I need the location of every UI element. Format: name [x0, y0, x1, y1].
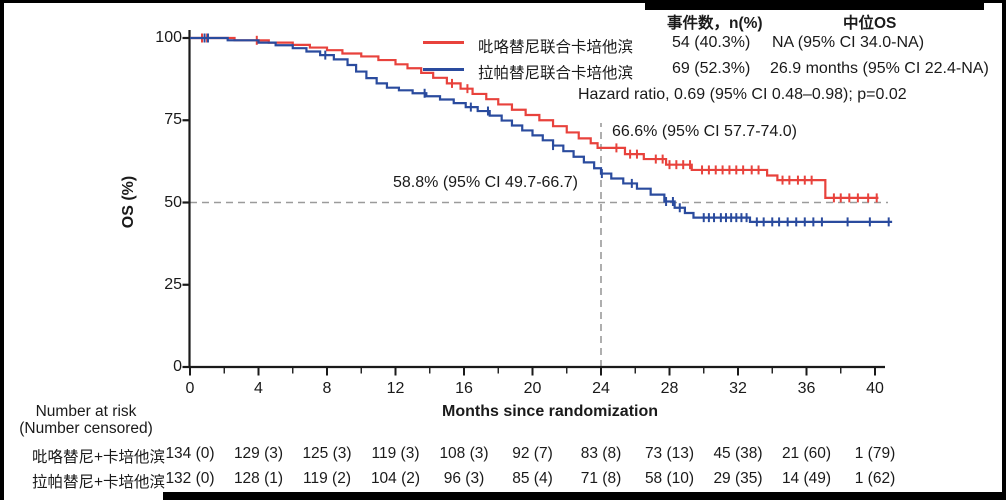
risk-cell: 104 (2) — [370, 470, 421, 487]
legend-events-pyrotinib: 54 (40.3%) — [672, 34, 751, 51]
risk-cell: 21 (60) — [781, 445, 832, 462]
x-tick-label: 40 — [866, 380, 884, 397]
risk-cell: 129 (3) — [233, 445, 284, 462]
risk-cell: 83 (8) — [580, 445, 622, 462]
risk-cell: 71 (8) — [580, 470, 622, 487]
x-tick-label: 32 — [729, 380, 747, 397]
risk-cell: 29 (35) — [713, 470, 763, 487]
risk-cell: 92 (7) — [512, 445, 553, 462]
risk-cell: 132 (0) — [165, 470, 215, 487]
risk-cell: 134 (0) — [165, 445, 215, 462]
risk-cell: 58 (10) — [644, 470, 695, 487]
legend-median-pyrotinib: NA (95% CI 34.0-NA) — [772, 34, 925, 51]
x-tick-label: 24 — [592, 380, 610, 397]
x-tick-label: 8 — [322, 380, 332, 397]
y-tick-label: 100 — [155, 29, 182, 46]
annotation-blue-24mo: 58.8% (95% CI 49.7-66.7) — [393, 174, 578, 191]
legend-line-pyrotinib — [423, 41, 464, 44]
border-top — [0, 0, 1006, 3]
border-right — [1002, 0, 1006, 500]
y-tick-label: 75 — [164, 111, 182, 129]
legend-median-lapatinib: 26.9 months (95% CI 22.4-NA) — [770, 60, 989, 77]
legend-label-lapatinib: 拉帕替尼联合卡培他滨 — [478, 65, 634, 82]
risk-cell: 85 (4) — [512, 470, 553, 487]
y-tick-label: 0 — [173, 358, 182, 375]
top-right-black-bar — [645, 0, 984, 10]
risk-cell: 45 (38) — [713, 445, 763, 462]
risk-cell: 128 (1) — [233, 470, 284, 487]
border-left — [0, 0, 4, 500]
x-tick-label: 20 — [523, 380, 542, 397]
legend-line-lapatinib — [423, 68, 464, 71]
risk-cell: 73 (13) — [644, 445, 695, 462]
risk-row-label-lapatinib: 拉帕替尼+卡培他滨 — [31, 474, 165, 491]
risk-table-title: Number at risk — [35, 403, 137, 420]
annotation-red-24mo: 66.6% (95% CI 57.7-74.0) — [612, 123, 797, 140]
x-tick-label: 16 — [455, 380, 473, 397]
x-tick-label: 12 — [386, 380, 405, 397]
hazard-ratio-text: Hazard ratio, 0.69 (95% CI 0.48–0.98); p… — [578, 86, 907, 103]
y-axis-title: OS (%) — [120, 175, 137, 229]
x-tick-label: 28 — [660, 380, 679, 397]
x-axis-title: Months since randomization — [441, 403, 659, 420]
x-tick-label: 4 — [254, 380, 263, 397]
y-tick-label: 25 — [164, 275, 182, 293]
risk-cell: 108 (3) — [439, 445, 489, 462]
y-tick-label: 50 — [164, 193, 182, 211]
risk-cell: 119 (2) — [303, 470, 351, 487]
risk-table-subtitle: (Number censored) — [19, 420, 153, 437]
risk-cell: 119 (3) — [371, 445, 420, 462]
legend-median-header: 中位OS — [843, 15, 897, 32]
risk-cell: 14 (49) — [781, 470, 832, 487]
bottom-black-bar — [163, 492, 1006, 500]
risk-cell: 1 (79) — [854, 445, 896, 462]
legend-events-header: 事件数，n(%) — [667, 15, 763, 32]
legend-label-pyrotinib: 吡咯替尼联合卡培他滨 — [478, 39, 634, 56]
x-tick-label: 0 — [185, 380, 195, 397]
risk-cell: 125 (3) — [302, 445, 352, 462]
legend-events-lapatinib: 69 (52.3%) — [672, 60, 751, 77]
risk-cell: 1 (62) — [854, 470, 896, 487]
risk-cell: 96 (3) — [443, 470, 485, 487]
risk-row-label-pyrotinib: 吡咯替尼+卡培他滨 — [31, 449, 165, 466]
x-tick-label: 36 — [797, 380, 816, 397]
